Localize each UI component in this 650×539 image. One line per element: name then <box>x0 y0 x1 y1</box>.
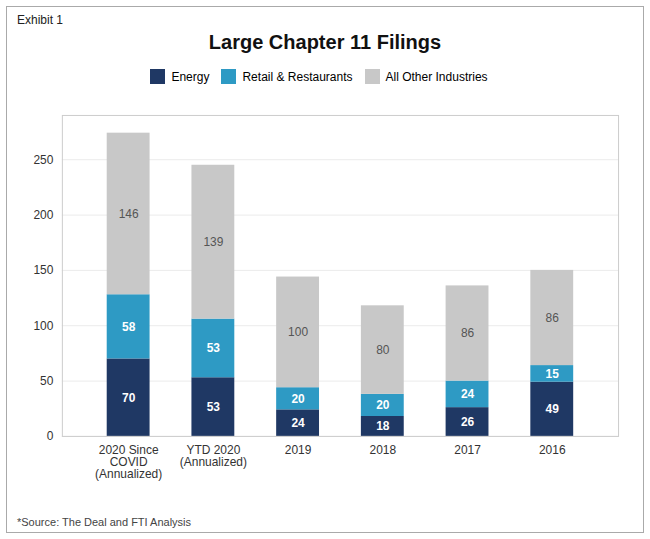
svg-text:18: 18 <box>376 419 390 433</box>
svg-text:YTD 2020(Annualized): YTD 2020(Annualized) <box>180 443 247 469</box>
svg-text:24: 24 <box>291 416 305 430</box>
svg-text:20: 20 <box>291 392 305 406</box>
svg-text:15: 15 <box>546 367 560 381</box>
svg-text:53: 53 <box>207 400 221 414</box>
svg-text:100: 100 <box>33 319 53 333</box>
svg-text:20: 20 <box>376 398 390 412</box>
svg-text:58: 58 <box>122 320 136 334</box>
svg-text:80: 80 <box>376 343 390 357</box>
svg-text:86: 86 <box>546 311 560 325</box>
svg-text:24: 24 <box>461 387 475 401</box>
svg-text:2017: 2017 <box>454 443 481 457</box>
html-text:Exhibit 1: Exhibit 1 <box>17 13 63 27</box>
html-text:All Other Industries: All Other Industries <box>385 69 488 84</box>
svg-text:0: 0 <box>47 429 54 443</box>
svg-text:50: 50 <box>40 374 54 388</box>
html-text:Energy: Energy <box>171 69 210 84</box>
html-text:*Source: The Deal and FTI Anal: *Source: The Deal and FTI Analysis <box>17 516 192 528</box>
svg-text:86: 86 <box>461 326 475 340</box>
svg-text:2019: 2019 <box>285 443 312 457</box>
svg-text:146: 146 <box>119 207 139 221</box>
svg-text:26: 26 <box>461 415 475 429</box>
svg-text:139: 139 <box>203 235 223 249</box>
svg-text:70: 70 <box>122 391 136 405</box>
svg-text:2016: 2016 <box>539 443 566 457</box>
svg-text:49: 49 <box>546 402 560 416</box>
svg-text:2020 SinceCOVID(Annualized): 2020 SinceCOVID(Annualized) <box>95 443 162 481</box>
svg-text:53: 53 <box>207 341 221 355</box>
html-text:Large Chapter 11 Filings: Large Chapter 11 Filings <box>208 31 442 53</box>
svg-text:200: 200 <box>33 208 53 222</box>
svg-text:250: 250 <box>33 153 53 167</box>
svg-text:2018: 2018 <box>370 443 397 457</box>
svg-text:100: 100 <box>288 325 308 339</box>
svg-text:150: 150 <box>33 263 53 277</box>
html-text:Retail & Restaurants: Retail & Restaurants <box>242 69 353 84</box>
